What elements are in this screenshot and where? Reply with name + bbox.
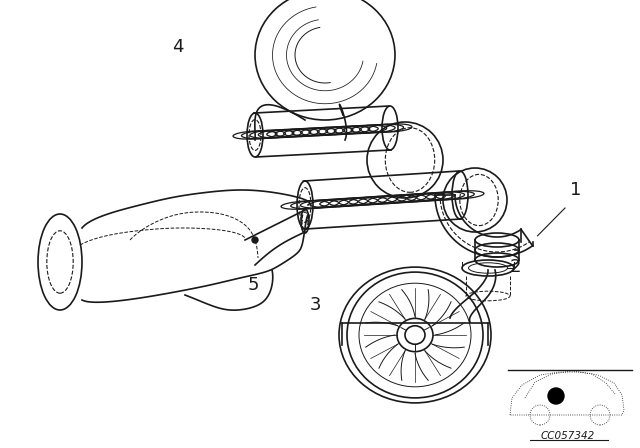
Circle shape [252, 237, 258, 243]
Circle shape [548, 388, 564, 404]
Text: 3: 3 [310, 296, 321, 314]
Text: 1: 1 [570, 181, 581, 199]
Text: 5: 5 [248, 276, 259, 294]
Text: 4: 4 [172, 38, 184, 56]
Text: CC057342: CC057342 [541, 431, 595, 441]
Text: 2: 2 [510, 258, 522, 276]
